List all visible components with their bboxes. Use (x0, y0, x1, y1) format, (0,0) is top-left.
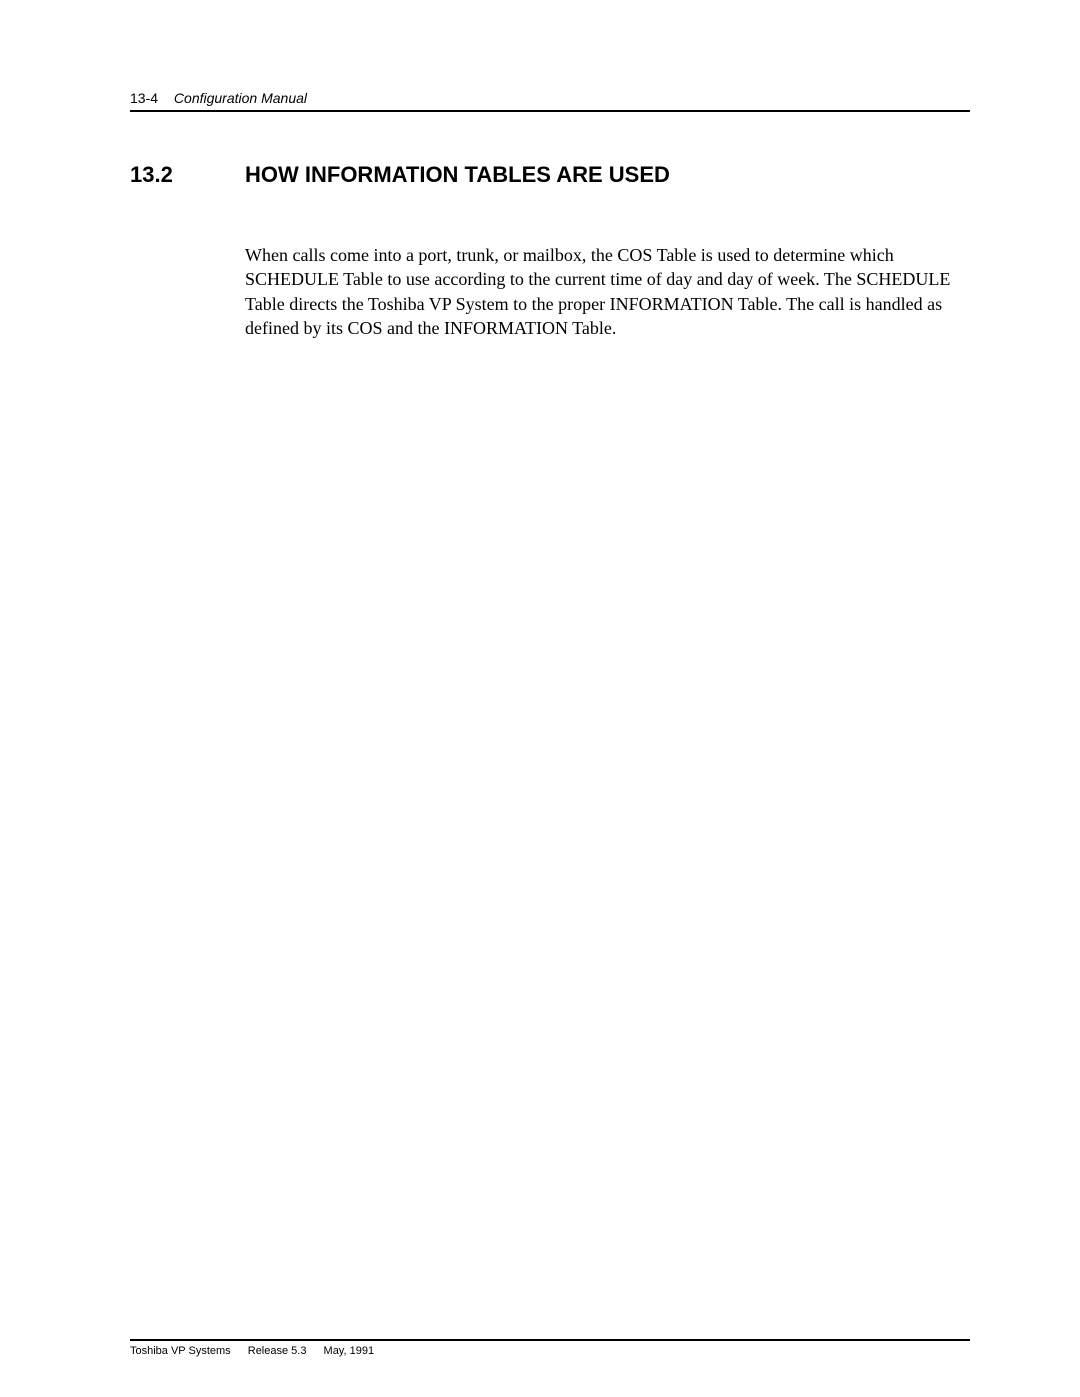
body-paragraph: When calls come into a port, trunk, or m… (245, 243, 965, 340)
section-heading-row: 13.2 HOW INFORMATION TABLES ARE USED (130, 162, 970, 188)
footer-company: Toshiba VP Systems (130, 1345, 231, 1357)
page-header: 13-4 Configuration Manual (130, 90, 970, 112)
section-number: 13.2 (130, 162, 245, 188)
header-text: 13-4 Configuration Manual (130, 90, 307, 106)
footer-release: Release 5.3 (248, 1345, 307, 1357)
header-doc-title: Configuration Manual (174, 90, 307, 106)
footer-date: May, 1991 (324, 1345, 375, 1357)
page-footer: Toshiba VP Systems Release 5.3 May, 1991 (130, 1339, 970, 1357)
header-page-ref: 13-4 (130, 90, 158, 106)
page-container: 13-4 Configuration Manual 13.2 HOW INFOR… (0, 0, 1080, 1397)
section-title: HOW INFORMATION TABLES ARE USED (245, 162, 670, 188)
